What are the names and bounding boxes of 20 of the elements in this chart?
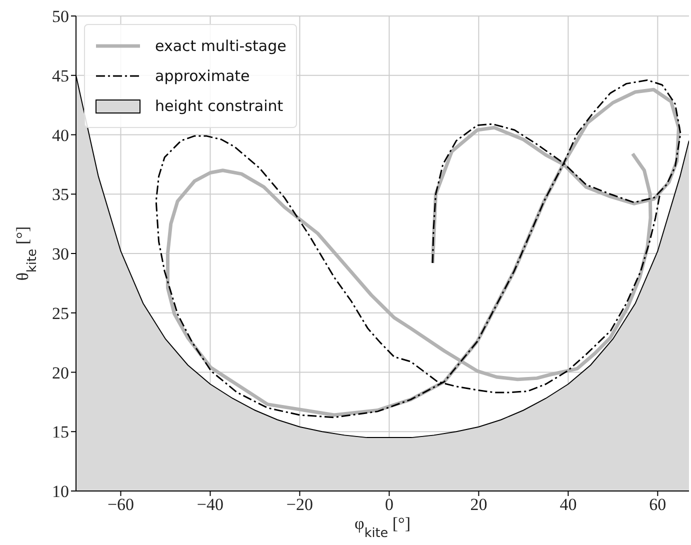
y-tick-label: 15 bbox=[52, 422, 69, 442]
y-tick-label: 35 bbox=[52, 185, 69, 204]
x-tick-label: −40 bbox=[196, 495, 224, 514]
x-tick-label: −20 bbox=[286, 495, 314, 514]
legend-label: approximate bbox=[155, 67, 250, 85]
x-tick-label: 0 bbox=[384, 495, 394, 514]
legend-label: exact multi-stage bbox=[155, 37, 286, 55]
x-tick-label: 40 bbox=[560, 495, 577, 514]
x-tick-label: 20 bbox=[470, 495, 488, 514]
x-axis-title: φ$_{kite}$ [°] bbox=[354, 514, 410, 540]
y-tick-label: 40 bbox=[52, 126, 69, 145]
y-tick-label: 20 bbox=[52, 363, 69, 382]
y-tick-label: 25 bbox=[52, 304, 69, 323]
legend-label: height constraint bbox=[155, 97, 284, 115]
y-tick-label: 10 bbox=[52, 482, 69, 502]
y-tick-label: 45 bbox=[52, 66, 69, 86]
x-tick-label: 60 bbox=[649, 495, 666, 514]
y-tick-label: 30 bbox=[52, 244, 69, 264]
x-tick-label: −60 bbox=[107, 495, 134, 514]
y-tick-label: 50 bbox=[52, 7, 69, 26]
